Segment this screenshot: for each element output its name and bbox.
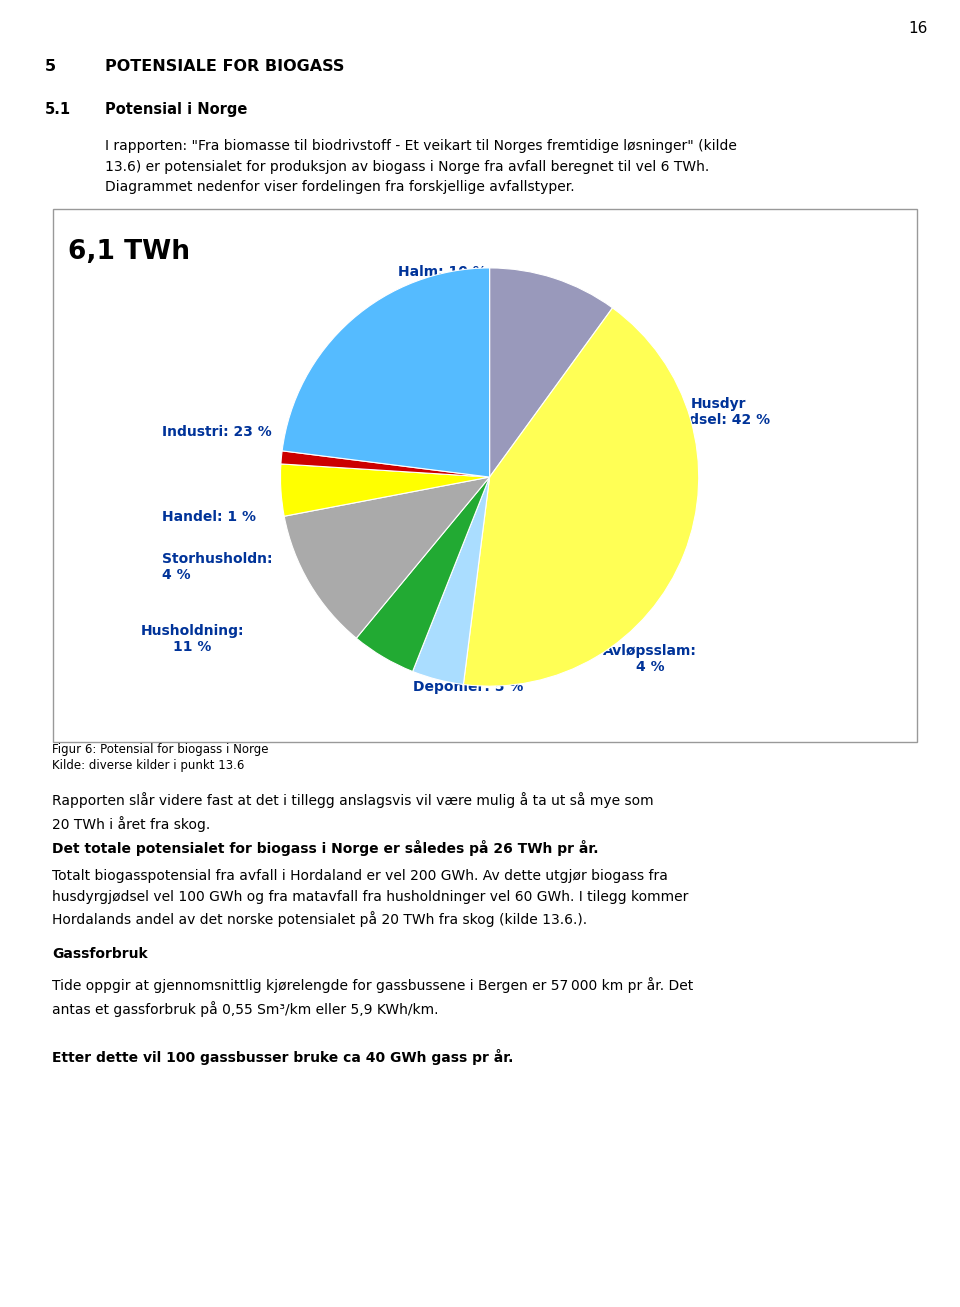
Wedge shape (356, 477, 490, 672)
Text: Etter dette vil 100 gassbusser bruke ca 40 GWh gass pr år.: Etter dette vil 100 gassbusser bruke ca … (52, 1050, 514, 1065)
Wedge shape (282, 268, 490, 477)
Text: 5.1: 5.1 (45, 102, 71, 118)
Text: Handel: 1 %: Handel: 1 % (162, 510, 256, 524)
Text: Det totale potensialet for biogass i Norge er således på 26 TWh pr år.: Det totale potensialet for biogass i Nor… (52, 840, 598, 856)
Text: I rapporten: "Fra biomasse til biodrivstoff - Et veikart til Norges fremtidige l: I rapporten: "Fra biomasse til biodrivst… (105, 139, 737, 195)
Text: Totalt biogasspotensial fra avfall i Hordaland er vel 200 GWh. Av dette utgjør b: Totalt biogasspotensial fra avfall i Hor… (52, 869, 688, 928)
Text: Storhusholdn:
4 %: Storhusholdn: 4 % (162, 552, 273, 582)
Text: 5: 5 (45, 59, 56, 74)
Wedge shape (284, 477, 490, 638)
Wedge shape (280, 464, 490, 516)
Text: Industri: 23 %: Industri: 23 % (162, 425, 272, 439)
Text: 6,1 TWh: 6,1 TWh (68, 239, 190, 265)
Text: Kilde: diverse kilder i punkt 13.6: Kilde: diverse kilder i punkt 13.6 (52, 759, 245, 772)
Text: Husdyr
gjødsel: 42 %: Husdyr gjødsel: 42 % (665, 397, 771, 427)
Text: POTENSIALE FOR BIOGASS: POTENSIALE FOR BIOGASS (105, 59, 345, 74)
Text: Husholdning:
11 %: Husholdning: 11 % (140, 623, 244, 654)
Text: Rapporten slår videre fast at det i tillegg anslagsvis vil være mulig å ta ut så: Rapporten slår videre fast at det i till… (52, 792, 654, 831)
Text: 16: 16 (908, 21, 928, 37)
Wedge shape (464, 308, 699, 686)
Text: Deponier: 5 %: Deponier: 5 % (413, 680, 523, 694)
Text: Potensial i Norge: Potensial i Norge (105, 102, 248, 118)
Text: Avløpsslam:
4 %: Avløpsslam: 4 % (603, 644, 697, 674)
Text: Halm: 10 %: Halm: 10 % (397, 265, 487, 278)
Text: Gassforbruk: Gassforbruk (52, 948, 148, 961)
Wedge shape (490, 268, 612, 477)
Text: Tide oppgir at gjennomsnittlig kjørelengde for gassbussene i Bergen er 57 000 km: Tide oppgir at gjennomsnittlig kjøreleng… (52, 978, 693, 1017)
Text: Figur 6: Potensial for biogass i Norge: Figur 6: Potensial for biogass i Norge (52, 742, 269, 755)
Wedge shape (413, 477, 490, 685)
Wedge shape (281, 451, 490, 477)
